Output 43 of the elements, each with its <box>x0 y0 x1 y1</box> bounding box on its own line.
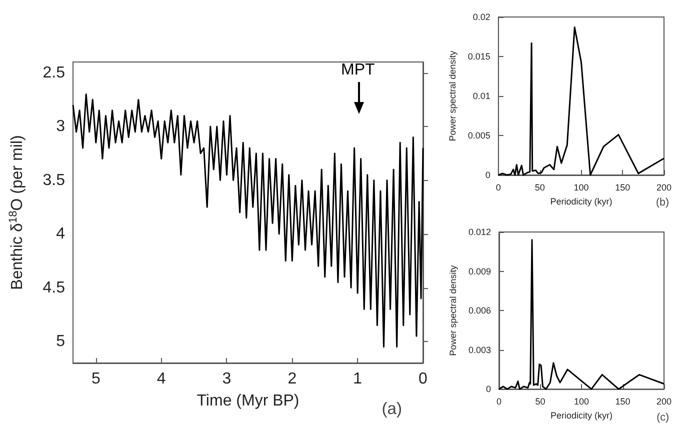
x-tick-label: 150 <box>615 396 630 407</box>
x-axis-title: Periodicity (kyr) <box>550 196 612 206</box>
y-tick-label: 0.012 <box>468 227 491 237</box>
x-tick-label: 3 <box>222 370 232 388</box>
y-tick-label: 3.5 <box>42 172 66 189</box>
y-tick-label: 0.003 <box>468 344 491 355</box>
x-tick-label: 1 <box>353 370 362 388</box>
y-tick-label: 0 <box>485 170 490 180</box>
y-tick-label: 0.009 <box>468 266 491 276</box>
y-tick-label: 3 <box>56 118 66 135</box>
x-tick-label: 200 <box>656 182 672 192</box>
x-tick-label: 4 <box>156 370 166 388</box>
y-tick-label: 4.5 <box>42 279 66 296</box>
text: (a) <box>382 399 402 418</box>
y-tick-label: 4 <box>56 226 66 242</box>
line-series <box>72 94 424 348</box>
x-tick-label: 0 <box>418 370 428 388</box>
y-axis-title: Power spectral density <box>448 264 458 356</box>
text: (c) <box>656 412 670 424</box>
y-tick-label: 0.015 <box>468 52 490 62</box>
x-tick-label: 100 <box>574 396 590 407</box>
annotation: MPT <box>341 62 375 78</box>
y-tick-label: 0.01 <box>472 91 490 101</box>
y-tick-label: 0 <box>486 384 491 394</box>
y-tick-label: 5 <box>56 333 66 350</box>
x-tick-label: 0 <box>496 182 501 192</box>
y-tick-label: 2.5 <box>42 64 66 82</box>
y-tick-label: 0.006 <box>468 306 491 316</box>
y-tick-label: 0.02 <box>472 12 490 22</box>
y-axis-title: Power spectral density <box>448 50 458 142</box>
y-tick-label: 0.005 <box>468 130 490 140</box>
x-tick-label: 0 <box>496 396 502 407</box>
y-axis-title: Benthic δ18O (per mil) <box>8 135 26 290</box>
x-tick-label: 150 <box>615 182 630 192</box>
x-axis-title: Periodicity (kyr) <box>550 410 613 420</box>
x-axis-title: Time (Myr BP) <box>196 392 300 410</box>
x-tick-label: 100 <box>574 182 589 192</box>
x-tick-label: 5 <box>91 370 100 388</box>
text: (b) <box>656 196 670 208</box>
x-tick-label: 50 <box>534 182 545 192</box>
x-tick-label: 50 <box>535 396 546 407</box>
x-tick-label: 200 <box>656 396 672 407</box>
x-tick-label: 2 <box>288 370 297 388</box>
